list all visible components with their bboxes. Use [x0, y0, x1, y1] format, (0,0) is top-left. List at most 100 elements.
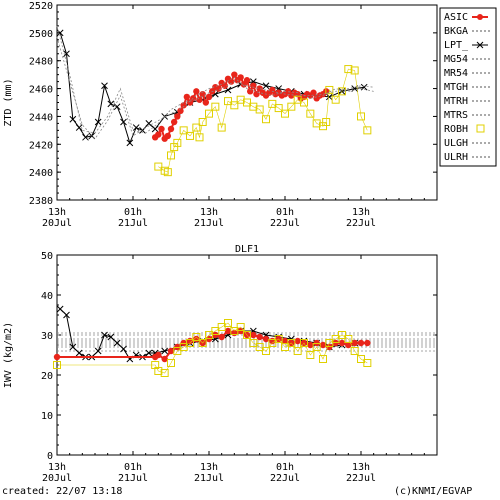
series-mg54: [56, 36, 374, 140]
data-point: [293, 95, 302, 104]
data-point: [331, 95, 340, 104]
data-point: [250, 331, 257, 339]
x-tick-date-label: 22Jul: [270, 473, 300, 484]
y-tick-label: 2520: [29, 1, 53, 12]
x-tick-label: 13h: [352, 207, 370, 218]
x-tick-date-label: 22Jul: [346, 473, 376, 484]
data-point: [338, 339, 346, 347]
data-point: [63, 311, 70, 319]
legend: ASIC BKGA LPT_ MG54 MR54 MTGH MTRH MTRS ROBH ULGH…: [439, 7, 497, 167]
x-tick-label: 13h: [48, 207, 66, 218]
data-point: [94, 118, 102, 126]
data-point: [319, 355, 327, 363]
data-point: [53, 353, 61, 361]
y-tick-label: 0: [47, 451, 53, 462]
legend-box: [439, 7, 497, 167]
data-point: [155, 131, 162, 138]
data-point: [120, 118, 127, 126]
x-tick-label: 01h: [124, 462, 142, 473]
plot-frame: [56, 254, 438, 456]
data-point: [126, 139, 134, 147]
data-point: [344, 335, 353, 343]
data-point: [179, 126, 188, 135]
data-point: [161, 355, 168, 363]
data-point: [151, 125, 159, 133]
data-point: [75, 349, 83, 357]
y-tick-label: 20: [41, 371, 53, 382]
data-point: [236, 323, 245, 331]
legend-swatch: [476, 41, 484, 49]
data-point: [161, 347, 169, 355]
data-point: [268, 99, 277, 108]
data-point: [107, 100, 115, 108]
series-asic: [151, 71, 330, 142]
data-point: [363, 126, 372, 135]
legend-label: ULRH: [444, 152, 468, 163]
data-point: [281, 337, 289, 345]
legend-label: MTRH: [444, 96, 468, 107]
series-robh: [53, 319, 372, 377]
data-point: [177, 107, 184, 115]
data-point: [357, 112, 365, 121]
legend-label: ULGH: [444, 138, 468, 149]
data-point: [167, 347, 175, 355]
data-point: [256, 333, 263, 341]
data-point: [350, 66, 359, 75]
x-tick-date-label: 20Jul: [42, 218, 72, 229]
data-point: [351, 339, 358, 347]
x-tick-label: 13h: [352, 462, 370, 473]
data-point: [120, 345, 127, 353]
data-point: [293, 347, 302, 355]
data-point: [350, 347, 359, 355]
data-point: [224, 327, 232, 335]
data-point: [294, 337, 301, 345]
data-point: [180, 102, 187, 109]
data-point: [255, 105, 264, 114]
data-point: [281, 109, 289, 118]
legend-swatch: [476, 124, 485, 133]
data-point: [158, 125, 165, 133]
x-tick-date-label: 22Jul: [270, 218, 300, 229]
legend-swatch: [477, 14, 483, 20]
data-point: [154, 367, 163, 375]
data-point: [145, 120, 153, 127]
y-tick-label: 2400: [29, 168, 53, 179]
data-point: [224, 97, 232, 106]
y-tick-label: 2380: [29, 196, 53, 207]
data-point: [174, 113, 181, 120]
footer-credit: (c)KNMI/EGVAP: [394, 486, 473, 497]
data-point: [243, 331, 251, 339]
data-point: [192, 123, 201, 132]
data-point: [307, 341, 314, 349]
data-point: [322, 118, 331, 126]
data-point: [246, 88, 254, 95]
data-point: [101, 331, 108, 339]
x-tick-date-label: 21Jul: [194, 218, 224, 229]
data-point: [262, 335, 270, 343]
x-tick-date-label: 21Jul: [194, 473, 224, 484]
series-line: [56, 25, 374, 134]
data-point: [243, 98, 251, 107]
footer-created: created: 22/07 13:18: [2, 486, 123, 497]
y-tick-label: 2460: [29, 85, 53, 96]
x-tick-label: 01h: [276, 462, 294, 473]
x-tick-label: 01h: [124, 207, 142, 218]
data-point: [155, 351, 162, 359]
data-point: [243, 77, 251, 84]
data-point: [205, 93, 213, 101]
data-point: [274, 104, 283, 113]
series-lpt: [56, 29, 368, 147]
data-point: [262, 115, 270, 124]
legend-label: MR54: [444, 68, 468, 79]
x-tick-date-label: 20Jul: [42, 473, 72, 484]
y-tick-label: 2500: [29, 29, 53, 40]
data-point: [249, 102, 258, 111]
data-point: [287, 339, 296, 347]
data-point: [69, 115, 77, 123]
data-point: [274, 335, 283, 343]
data-point: [186, 131, 194, 140]
data-point: [338, 87, 346, 96]
data-point: [230, 101, 239, 110]
data-point: [237, 74, 244, 81]
series-robh: [154, 65, 372, 177]
